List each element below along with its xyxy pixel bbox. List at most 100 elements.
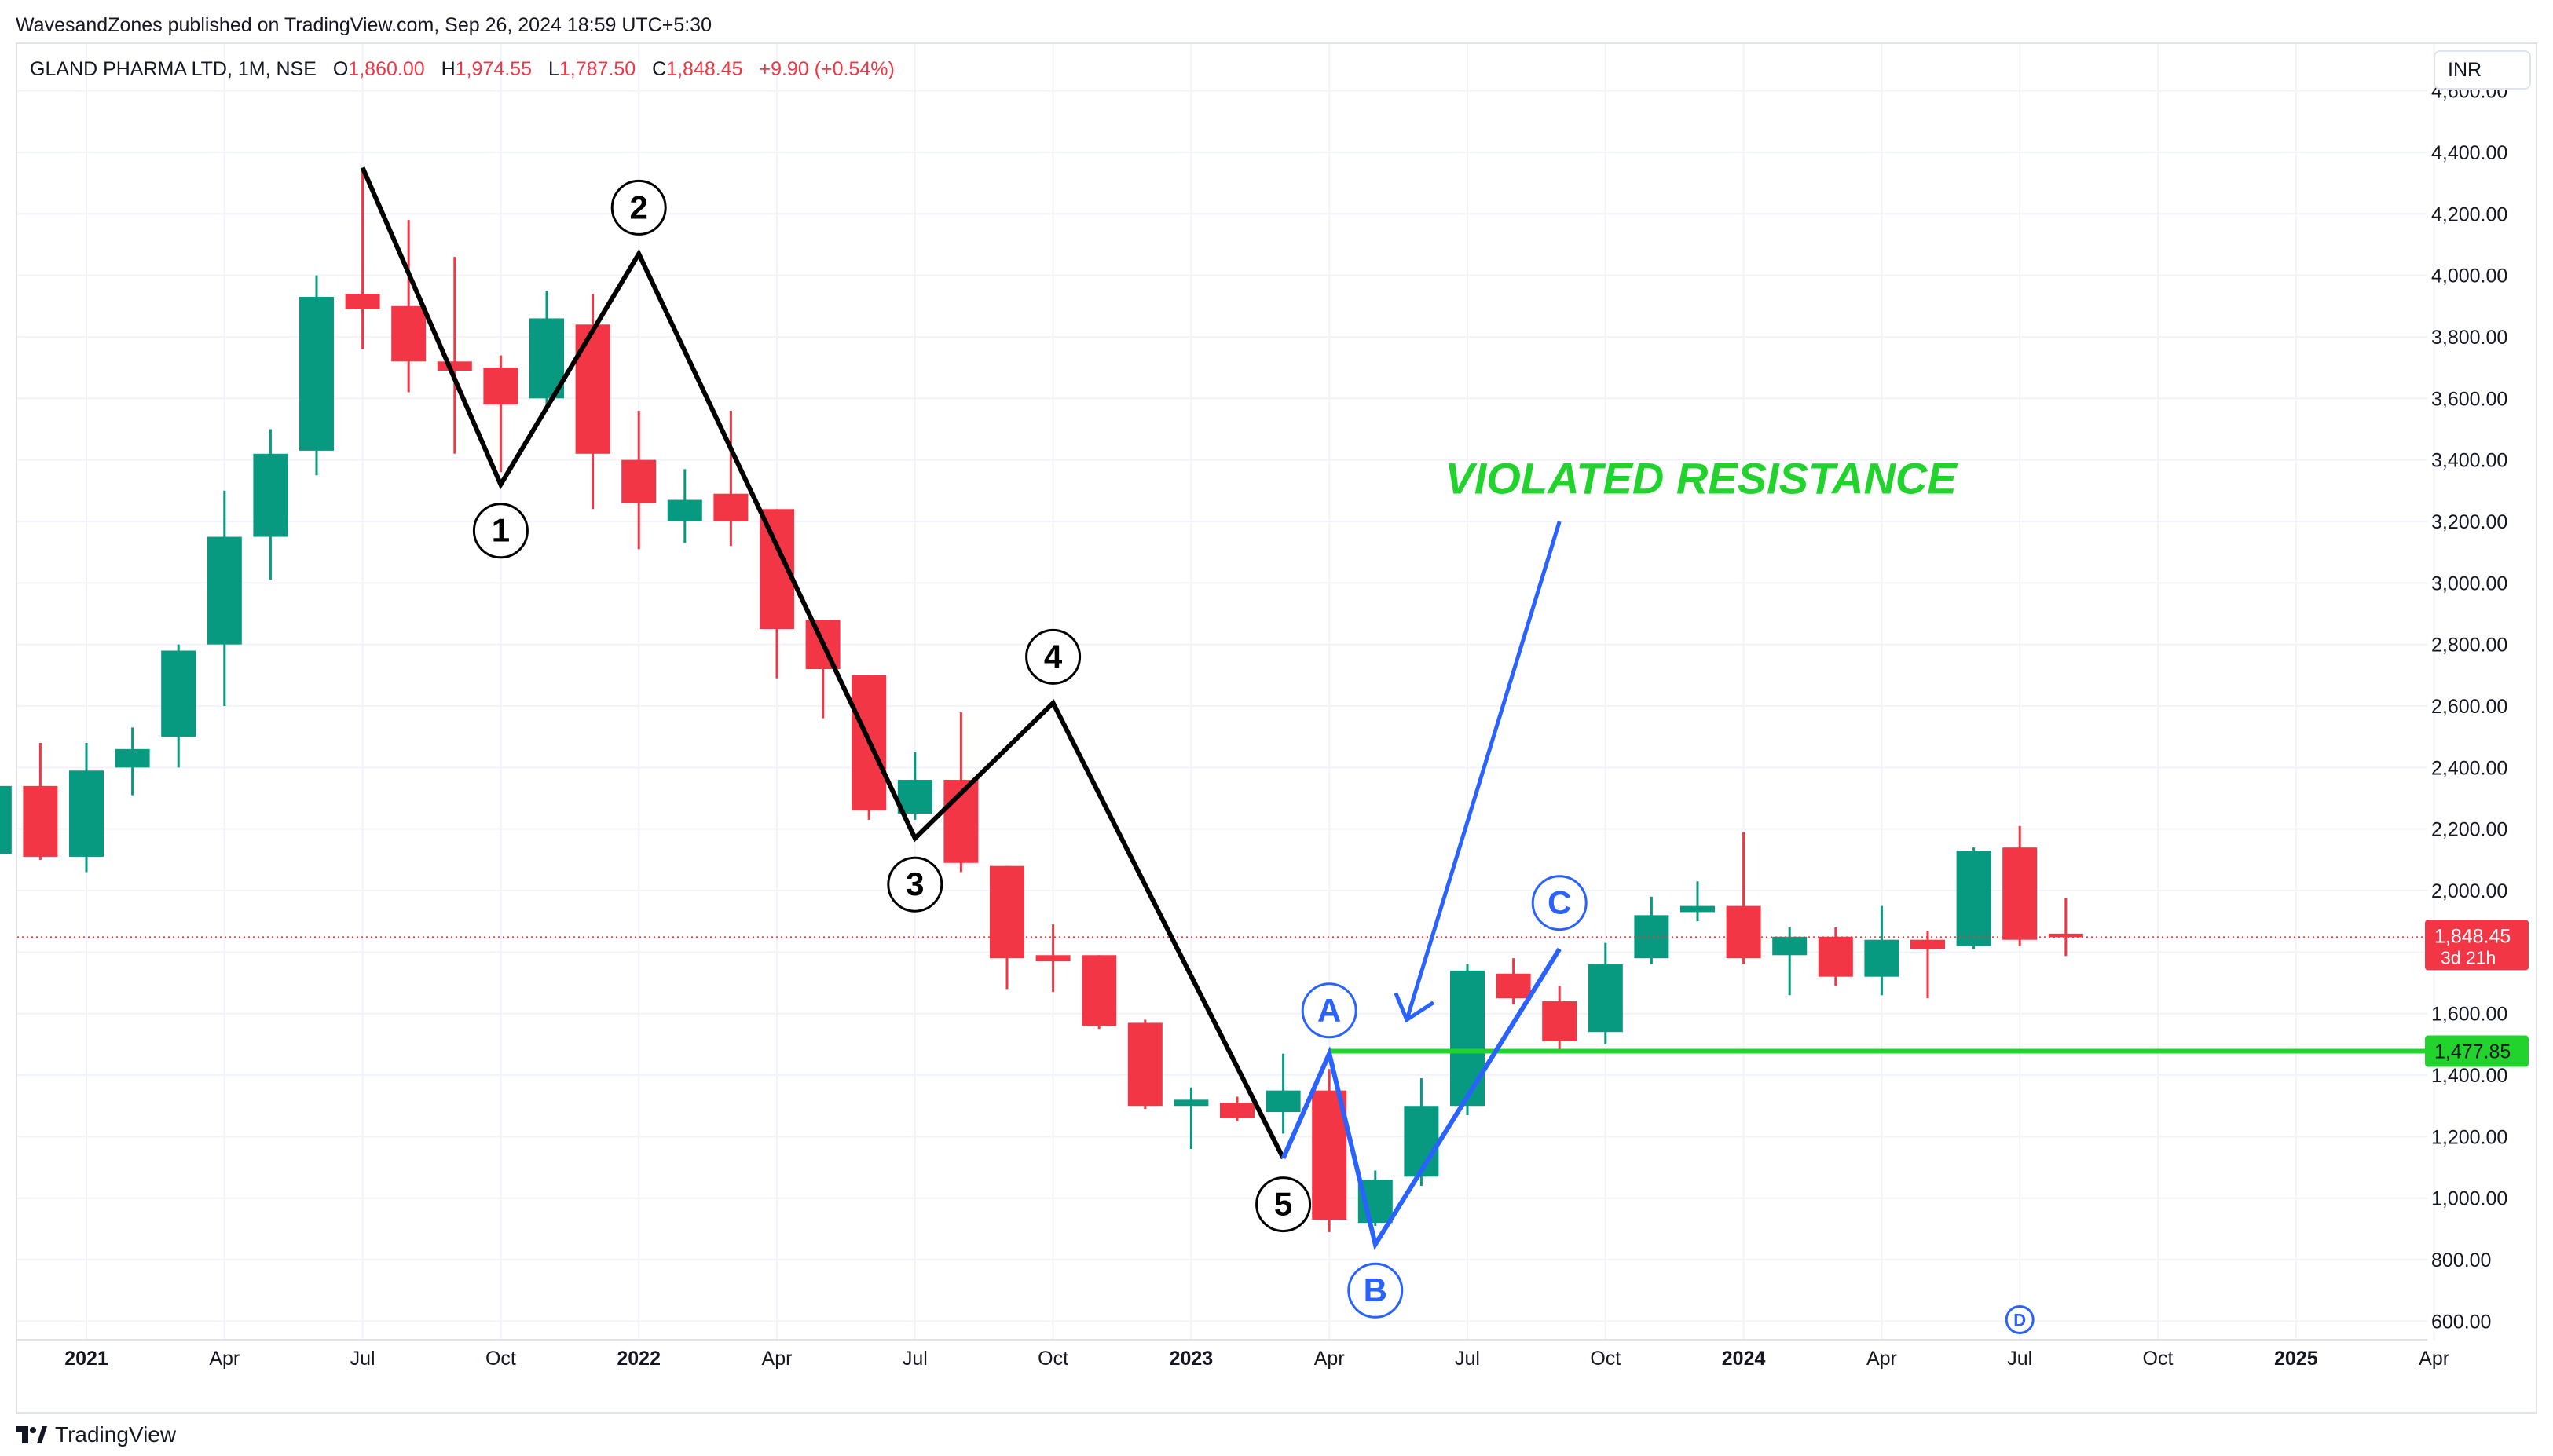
- x-tick-label: Oct: [2143, 1348, 2174, 1370]
- tradingview-logo[interactable]: TradingView: [16, 1414, 176, 1456]
- x-tick-label: 2021: [64, 1348, 108, 1370]
- y-tick-label: 1,200.00: [2431, 1126, 2507, 1148]
- open-label: O: [332, 58, 349, 80]
- wave-label-circle: [887, 856, 943, 913]
- last-price-badge-bg: [2425, 920, 2529, 971]
- candle-body: [1864, 939, 1899, 977]
- candle-body: [1220, 1103, 1255, 1118]
- wave-label-5: 5: [1255, 1176, 1312, 1233]
- high-label: H: [441, 58, 456, 80]
- candle-body: [1035, 955, 1071, 962]
- y-tick-label: 600.00: [2431, 1311, 2491, 1333]
- x-tick-label: Jul: [2007, 1348, 2032, 1370]
- y-tick-label: 3,600.00: [2431, 388, 2507, 410]
- candle-body: [1956, 851, 1991, 946]
- candle-body: [345, 294, 380, 309]
- x-tick-label: Oct: [485, 1348, 516, 1370]
- x-tick-label: Jul: [350, 1348, 375, 1370]
- x-tick-label: Apr: [209, 1348, 240, 1370]
- y-tick-label: 2,800.00: [2431, 635, 2507, 657]
- resistance-price-badge: 1,477.85: [2425, 1035, 2529, 1067]
- candle-body: [1496, 973, 1531, 999]
- candle-body: [1818, 936, 1853, 977]
- y-tick-label: 1,000.00: [2431, 1188, 2507, 1210]
- wave-label-text: C: [1548, 884, 1571, 921]
- candles: [0, 167, 2083, 1232]
- y-tick-label: 1,400.00: [2431, 1065, 2507, 1087]
- candle-body: [897, 780, 932, 814]
- x-tick-label: Oct: [1038, 1348, 1068, 1370]
- candle-body: [575, 324, 610, 454]
- candlestick-chart[interactable]: 1 2 3 4 5 A B C D VIOLATED RESISTANCE 600.00 800.0…: [0, 0, 2553, 1414]
- candle-body: [1772, 936, 1808, 956]
- wave-label-text: 1: [492, 512, 510, 549]
- candle-body: [391, 305, 427, 362]
- wave-label-circle: [1531, 875, 1588, 931]
- impulse-wave-line: [360, 166, 1286, 1160]
- candle-body: [1726, 905, 1761, 959]
- annotation-arrowhead: [1394, 992, 1435, 1023]
- x-tick-label: 2024: [1722, 1348, 1766, 1370]
- y-tick-label: 4,000.00: [2431, 265, 2507, 287]
- x-tick-label: Jul: [903, 1348, 928, 1370]
- candle-body: [115, 748, 150, 768]
- wave-label-c: C: [1531, 875, 1588, 931]
- x-tick-label: 2022: [617, 1348, 661, 1370]
- y-tick-label: 1,600.00: [2431, 1004, 2507, 1026]
- wave-label-b: B: [1347, 1262, 1404, 1319]
- candle-body: [23, 785, 58, 857]
- low-label: L: [548, 58, 559, 80]
- candle-body: [1450, 970, 1485, 1107]
- low-value: 1,787.50: [559, 58, 636, 80]
- y-tick-label: 3,400.00: [2431, 450, 2507, 472]
- x-tick-label: Apr: [1314, 1348, 1345, 1370]
- x-tick-label: 2025: [2274, 1348, 2318, 1370]
- candle-body: [1542, 1001, 1577, 1041]
- wave-label-circle: [1025, 628, 1082, 685]
- x-tick-label: Apr: [1866, 1348, 1897, 1370]
- wave-label-circle: [472, 503, 529, 559]
- wave-label-circle: [1347, 1262, 1404, 1319]
- wave-label-text: 2: [630, 188, 648, 225]
- tradingview-logo-icon: [16, 1426, 47, 1443]
- x-tick-label: Oct: [1590, 1348, 1621, 1370]
- wave-label-d: D: [2005, 1304, 2035, 1334]
- candle-body: [1910, 939, 1945, 949]
- wave-label-2: 2: [610, 179, 667, 236]
- x-tick-label: Apr: [762, 1348, 793, 1370]
- y-tick-label: 2,400.00: [2431, 757, 2507, 779]
- candle-body: [1082, 955, 1117, 1026]
- y-tick-label: 4,400.00: [2431, 142, 2507, 164]
- wave-label-text: 4: [1044, 638, 1063, 675]
- wave-label-circle: [1301, 982, 1357, 1039]
- high-value: 1,974.55: [455, 58, 532, 80]
- wave-label-text: 3: [906, 865, 924, 902]
- candle-body: [299, 297, 334, 451]
- currency-button[interactable]: INR: [2434, 50, 2531, 90]
- change-value: +9.90 (+0.54%): [759, 58, 895, 80]
- annotation-arrow: [1405, 521, 1562, 1021]
- candle-body: [1127, 1022, 1163, 1107]
- candle-body: [1174, 1099, 1209, 1107]
- wave-label-4: 4: [1025, 628, 1082, 685]
- candle-body: [667, 499, 702, 521]
- y-tick-label: 4,200.00: [2431, 203, 2507, 225]
- y-tick-label: 3,200.00: [2431, 511, 2507, 533]
- candle-body: [483, 368, 518, 405]
- candle-body: [1266, 1090, 1301, 1113]
- wave-label-text: D: [2013, 1310, 2026, 1330]
- last-price-label: 1,848.45: [2434, 925, 2511, 947]
- candle-body: [1588, 964, 1623, 1033]
- candle-body: [1404, 1106, 1439, 1177]
- wave-label-text: B: [1364, 1271, 1387, 1308]
- candle-body: [437, 361, 472, 371]
- candle-body: [0, 785, 12, 854]
- x-tick-label: 2023: [1170, 1348, 1214, 1370]
- wave-label-3: 3: [887, 856, 943, 913]
- candle-body: [621, 459, 657, 503]
- y-tick-label: 3,000.00: [2431, 573, 2507, 594]
- y-tick-label: 800.00: [2431, 1249, 2491, 1271]
- candle-body: [713, 493, 749, 521]
- corrective-wave-line: [1280, 947, 1562, 1251]
- x-tick-label: Jul: [1455, 1348, 1480, 1370]
